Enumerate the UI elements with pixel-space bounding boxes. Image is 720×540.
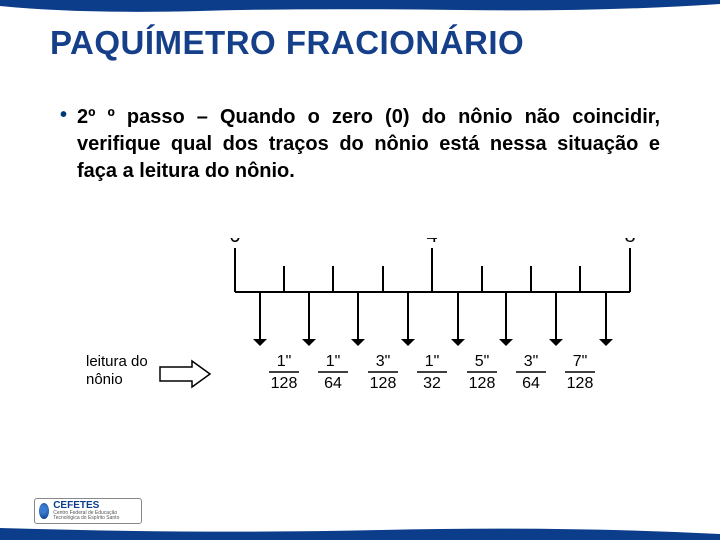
svg-text:1": 1" [326,353,341,370]
svg-text:128: 128 [370,375,397,392]
svg-text:nônio: nônio [86,371,123,388]
bottom-decor [0,526,720,540]
svg-text:0: 0 [229,238,240,247]
footer-logo: CEFETES Centro Federal de Educação Tecno… [34,498,142,524]
bullet-marker: • [60,104,67,185]
svg-text:128: 128 [567,375,594,392]
logo-sub: Centro Federal de Educação Tecnológica d… [53,511,137,521]
svg-text:3": 3" [524,353,539,370]
svg-text:64: 64 [324,375,342,392]
svg-text:3": 3" [376,353,391,370]
bullet-item: • 2º º passo – Quando o zero (0) do nôni… [60,104,660,185]
svg-text:64: 64 [522,375,540,392]
bullet-text: 2º º passo – Quando o zero (0) do nônio … [77,104,660,185]
svg-text:5": 5" [475,353,490,370]
slide-title: PAQUÍMETRO FRACIONÁRIO [50,24,680,62]
logo-icon [39,503,49,519]
vernier-diagram: 0 4 8 1" 128 1" 64 3" 128 1" 32 5" 128 3" 64 7" 128 leitu… [0,238,720,458]
svg-text:leitura do: leitura do [86,353,148,370]
logo-text: CEFETES Centro Federal de Educação Tecno… [53,501,137,521]
top-decor [0,0,720,12]
svg-text:8: 8 [624,238,635,247]
svg-text:4: 4 [426,238,437,247]
svg-text:128: 128 [271,375,298,392]
svg-text:1": 1" [277,353,292,370]
svg-text:7": 7" [573,353,588,370]
slide: PAQUÍMETRO FRACIONÁRIO • 2º º passo – Qu… [0,0,720,540]
svg-text:32: 32 [423,375,441,392]
svg-text:1": 1" [425,353,440,370]
svg-text:128: 128 [469,375,496,392]
